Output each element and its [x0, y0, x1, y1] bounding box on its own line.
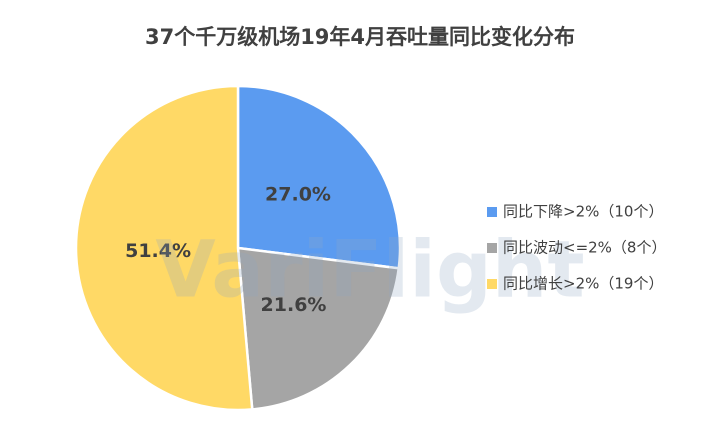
pie — [74, 84, 402, 412]
legend-label: 同比增长>2%（19个） — [503, 275, 663, 293]
chart-title: 37个千万级机场19年4月吞吐量同比变化分布 — [145, 25, 575, 49]
legend-swatch — [487, 207, 497, 217]
legend-swatch — [487, 279, 497, 289]
data-label: 27.0% — [265, 184, 331, 206]
legend-swatch — [487, 243, 497, 253]
legend: 同比下降>2%（10个） 同比波动<=2%（8个） 同比增长>2%（19个） — [487, 203, 666, 293]
pie-slice — [74, 84, 254, 412]
data-label: 51.4% — [125, 240, 191, 262]
pie-slice — [236, 246, 401, 411]
watermark: VariFlight — [155, 225, 584, 315]
pie-slice — [236, 84, 402, 270]
data-label: 21.6% — [261, 294, 327, 316]
data-labels: 27.0% 21.6% 51.4% — [125, 184, 331, 317]
legend-label: 同比波动<=2%（8个） — [503, 239, 666, 257]
legend-label: 同比下降>2%（10个） — [503, 203, 663, 221]
